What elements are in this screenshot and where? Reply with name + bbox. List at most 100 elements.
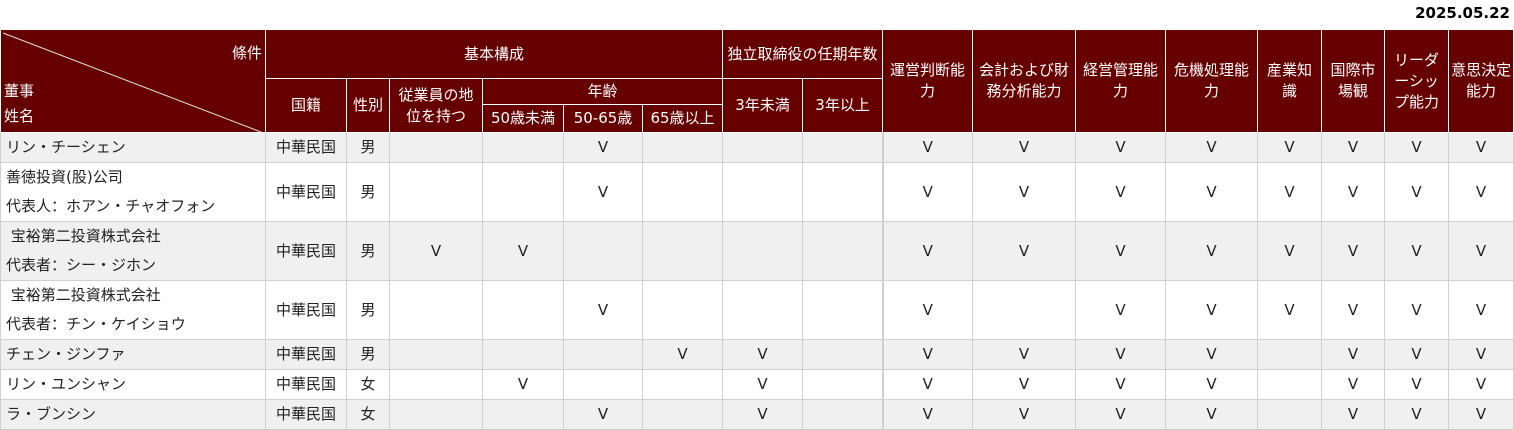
check-cell: V [563, 280, 643, 340]
director-name: ラ・ブンシン [0, 399, 266, 430]
check-cell: V [1321, 369, 1386, 400]
check-cell [389, 339, 483, 370]
director-name-line: 代表者：シー・ジホン [6, 256, 157, 274]
check-cell: V [1165, 280, 1259, 340]
nationality-cell: 中華民国 [265, 162, 347, 222]
check-cell: V [972, 399, 1077, 430]
check-cell: V [1075, 399, 1167, 430]
report-date: 2025.05.22 [1415, 4, 1510, 22]
nationality-cell: 中華民国 [265, 132, 347, 163]
check-cell: V [1321, 399, 1386, 430]
check-cell: V [1448, 399, 1514, 430]
check-cell: V [722, 399, 804, 430]
check-cell: V [563, 399, 643, 430]
check-cell: V [482, 221, 564, 281]
check-cell: V [1321, 339, 1386, 370]
nationality-cell: 中華民国 [265, 399, 347, 430]
director-name-line: 代表人：ホアン・チャオフォン [6, 197, 216, 215]
director-name: リン・チーシェン [0, 132, 266, 163]
diagonal-divider [2, 32, 262, 132]
check-cell: V [882, 369, 974, 400]
check-cell [972, 280, 1077, 340]
check-cell: V [882, 280, 974, 340]
check-cell: V [972, 162, 1077, 222]
age-over65-header: 65歳以上 [641, 104, 724, 133]
check-cell: V [1384, 162, 1450, 222]
skill-header: 国際市場観 [1321, 29, 1386, 133]
check-cell [389, 369, 483, 400]
age-header: 年齢 [481, 78, 724, 105]
basic-header: 基本構成 [264, 29, 724, 79]
check-cell: V [1075, 280, 1167, 340]
check-cell: V [389, 221, 483, 281]
check-cell [482, 339, 564, 370]
check-cell [563, 339, 643, 370]
check-cell [482, 162, 564, 222]
check-cell: V [1384, 339, 1450, 370]
check-cell [389, 280, 483, 340]
check-cell: V [1257, 162, 1323, 222]
check-cell: V [1165, 132, 1259, 163]
tenure-over3-header: 3年以上 [802, 78, 884, 133]
tenure-header: 独立取締役の任期年数 [722, 29, 884, 79]
table-row: チェン・ジンファ 中華民国男 V V V V V V V V V [0, 339, 1514, 370]
check-cell [722, 162, 804, 222]
check-cell [802, 221, 884, 281]
gender-cell: 女 [346, 369, 390, 400]
name-label: 姓名 [4, 106, 35, 125]
check-cell: V [1321, 132, 1386, 163]
check-cell: V [1075, 339, 1167, 370]
director-name-line: 代表者：チン・ケイショウ [6, 315, 186, 333]
table-row: 善徳投資(股)公司 代表人：ホアン・チャオフォン 中華民国男 V V V V V V V V V [0, 162, 1514, 222]
check-cell: V [1448, 221, 1514, 281]
check-cell: V [1448, 369, 1514, 400]
check-cell [722, 132, 804, 163]
check-cell: V [1384, 280, 1450, 340]
nationality-cell: 中華民国 [265, 369, 347, 400]
check-cell [722, 221, 804, 281]
check-cell [802, 339, 884, 370]
director-name: リン・ユンシャン [0, 369, 266, 400]
check-cell: V [1165, 221, 1259, 281]
director-name: チェン・ジンファ [0, 339, 266, 370]
check-cell: V [882, 162, 974, 222]
check-cell [1257, 339, 1323, 370]
nationality-header: 国籍 [265, 78, 347, 133]
tenure-under3-header: 3年未満 [722, 78, 804, 133]
check-cell: V [1165, 162, 1259, 222]
check-cell: V [1321, 221, 1386, 281]
check-cell [641, 399, 724, 430]
check-cell [802, 132, 884, 163]
check-cell: V [1384, 132, 1450, 163]
gender-cell: 男 [346, 339, 390, 370]
check-cell [641, 280, 724, 340]
check-cell: V [1448, 339, 1514, 370]
skill-header: 危機処理能力 [1165, 29, 1259, 133]
table-row: リン・ユンシャン 中華民国女 V V V V V V V V V [0, 369, 1514, 400]
gender-cell: 男 [346, 162, 390, 222]
gender-cell: 男 [346, 280, 390, 340]
check-cell [802, 399, 884, 430]
check-cell: V [1321, 162, 1386, 222]
check-cell [389, 162, 483, 222]
check-cell: V [1165, 369, 1259, 400]
check-cell: V [1448, 132, 1514, 163]
check-cell: V [972, 132, 1077, 163]
director-name: 宝裕第二投資株式会社 代表者：シー・ジホン [0, 221, 266, 281]
check-cell [482, 280, 564, 340]
check-cell [1257, 399, 1323, 430]
check-cell [802, 280, 884, 340]
check-cell: V [1321, 280, 1386, 340]
skill-header: 意思決定能力 [1448, 29, 1514, 133]
check-cell: V [1448, 162, 1514, 222]
check-cell: V [1165, 399, 1259, 430]
skill-header: 産業知識 [1257, 29, 1323, 133]
director-name-line: チェン・ジンファ [6, 345, 126, 363]
check-cell [563, 369, 643, 400]
condition-label: 條件 [231, 43, 262, 62]
check-cell: V [1257, 280, 1323, 340]
check-cell: V [882, 221, 974, 281]
director-name: 宝裕第二投資株式会社 代表者：チン・ケイショウ [0, 280, 266, 340]
check-cell: V [1384, 221, 1450, 281]
check-cell [563, 221, 643, 281]
